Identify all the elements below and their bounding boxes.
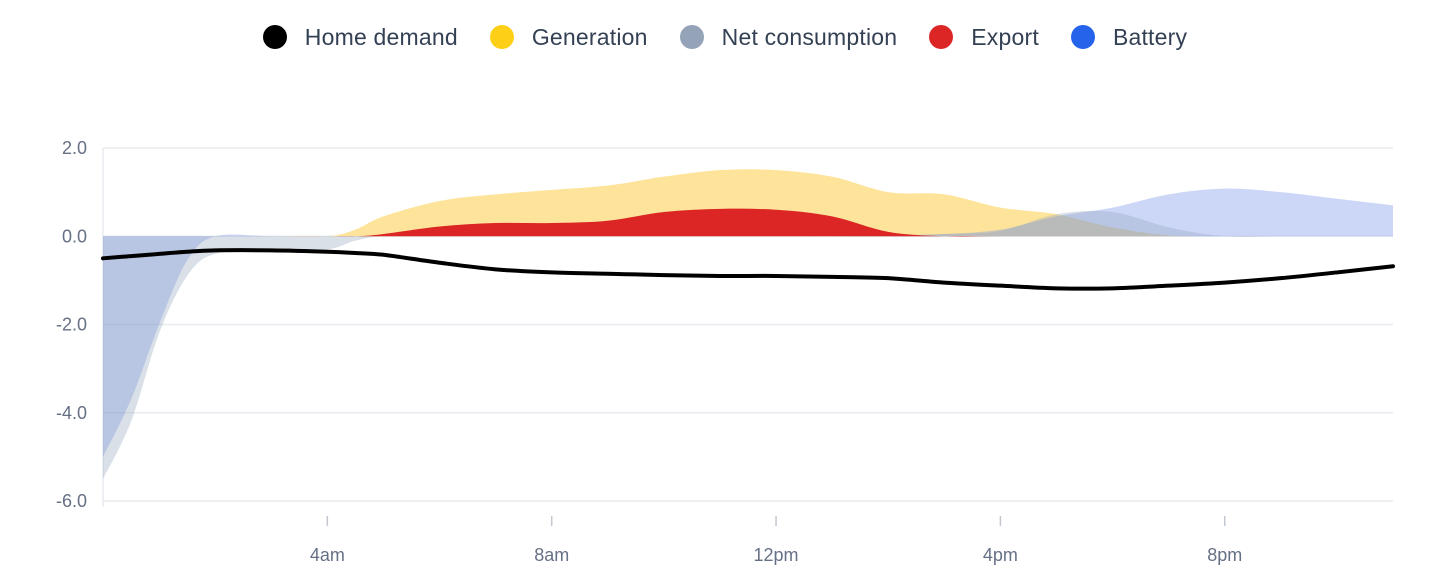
axes: 2.0 0.0 -2.0 -4.0 -6.0 4am 8am 12pm 4pm 8pm xyxy=(56,138,1242,565)
area-generation xyxy=(103,169,1393,237)
chart-legend: Home demand Generation Net consumption E… xyxy=(0,20,1450,54)
legend-swatch-net-consumption xyxy=(679,25,704,49)
series-lines xyxy=(101,248,1395,291)
legend-label-generation: Generation xyxy=(531,23,648,50)
area-export xyxy=(103,208,1393,237)
legend-swatch-battery xyxy=(1070,25,1095,49)
area-battery xyxy=(103,188,1393,457)
y-tick-label: 2.0 xyxy=(62,138,87,158)
x-tick-label: 12pm xyxy=(754,545,799,565)
area-net-consumption xyxy=(103,210,1393,479)
line-home-demand xyxy=(101,248,1395,291)
y-tick-label: -4.0 xyxy=(56,403,87,423)
x-tick-label: 8pm xyxy=(1207,545,1242,565)
x-tick-label: 4am xyxy=(310,545,345,565)
legend-item-net-consumption[interactable]: Net consumption xyxy=(679,23,898,51)
y-tick-label: 0.0 xyxy=(62,226,87,246)
legend-item-battery[interactable]: Battery xyxy=(1070,23,1188,51)
legend-label-export: Export xyxy=(971,23,1039,50)
legend-swatch-generation xyxy=(489,25,514,49)
series-areas xyxy=(103,169,1393,479)
legend-label-home-demand: Home demand xyxy=(304,23,458,50)
legend-item-generation[interactable]: Generation xyxy=(489,23,648,51)
legend-item-export[interactable]: Export xyxy=(929,24,1039,51)
legend-label-net-consumption: Net consumption xyxy=(721,23,898,50)
y-tick-label: -2.0 xyxy=(56,315,87,335)
x-tick-label: 8am xyxy=(534,545,569,565)
legend-swatch-home-demand xyxy=(262,25,287,49)
grid-lines xyxy=(102,147,1393,507)
legend-item-home-demand[interactable]: Home demand xyxy=(262,23,458,51)
legend-swatch-export xyxy=(929,25,954,49)
legend-label-battery: Battery xyxy=(1112,23,1188,50)
y-tick-label: -6.0 xyxy=(56,491,87,511)
x-tick-label: 4pm xyxy=(983,545,1018,565)
